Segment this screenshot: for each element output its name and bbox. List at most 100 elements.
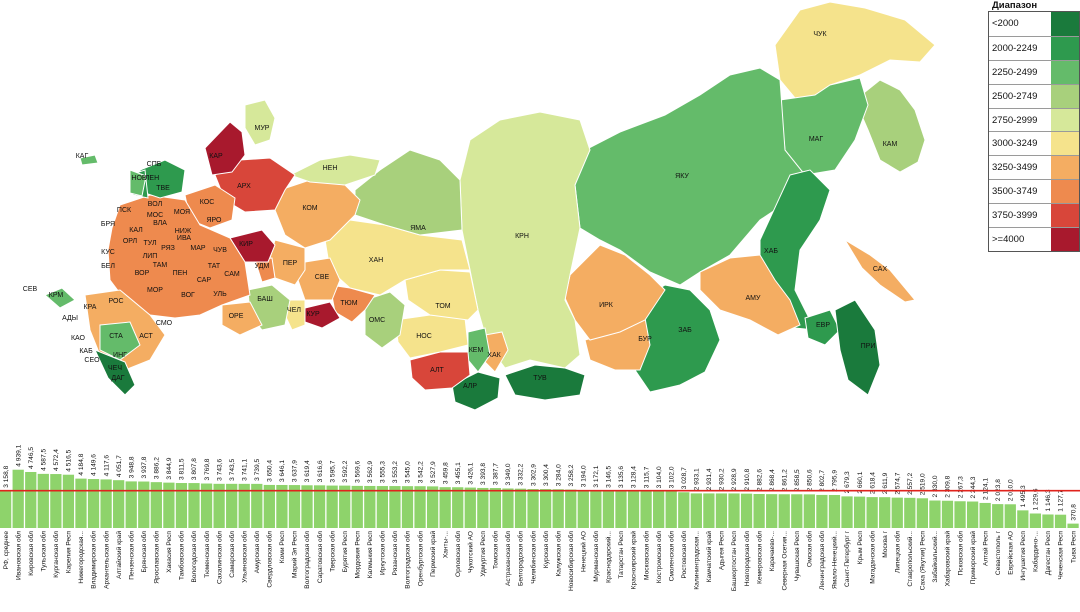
bar-value-label: 2 330,0 [932,475,939,497]
bar-value-label: 3 527,9 [430,461,437,483]
region-label: СВЕ [315,274,330,281]
legend-item-swatch [1051,156,1079,180]
bar-category-label: Удмуртия Респ [480,531,487,577]
bar-category-label: Пермский край [429,531,437,577]
legend-item-label: 2250-2499 [989,60,1051,84]
bar-category-label: Сахалинская обл [215,531,223,584]
bar-value-label: 1 146,3 [1045,489,1052,511]
bar-category-label: Архангельская обл [102,531,110,589]
bar-value-label: 3 844,9 [166,457,173,479]
bar [778,494,790,528]
bar [590,490,602,528]
region-ore [221,301,263,336]
region-label: ЛЕН [145,175,159,182]
bar [552,489,564,528]
bar [527,489,539,528]
bar-category-label: Московская обл [642,531,650,580]
region-label: КОМ [302,205,317,212]
bar-category-label: Башкортостан Респ [731,531,738,592]
bar [62,474,75,528]
region-label: ЧУВ [213,247,227,254]
bar [929,500,941,528]
bar [288,485,301,528]
region-label: КАО [71,335,86,342]
bar-category-label: Иркутская обл [379,531,387,575]
bar [251,483,263,528]
bar-value-label: 3 028,7 [681,467,688,489]
region-label: АЛР [463,383,477,390]
bar [12,469,24,528]
bar [941,500,954,528]
region-label: НОС [416,333,432,340]
bar-category-label: Хабаровский край [944,531,952,587]
bar [678,492,690,528]
legend-item-label: 2000-2249 [989,36,1051,60]
bar-category-label: Алтайский край [115,531,123,579]
bar-category-label: Ханты-... [442,531,449,558]
region-label: ЧУК [813,31,827,38]
bar-category-label: Тыва Респ [1070,531,1077,563]
bar-category-label: РФ, среднее [3,531,10,570]
bar-category-label: Бурятия Респ [342,531,349,573]
bar-category-label: Татарстан Респ [618,531,625,579]
region-label: НИЖ [175,228,192,235]
legend-item: 2000-2249 [989,35,1079,60]
bar-category-label: Кемеровская обл [755,531,763,584]
region-kal [79,154,99,166]
legend-item: <2000 [989,12,1079,36]
legend-item: 3750-3999 [989,203,1079,228]
region-label: КАГ [76,153,89,160]
bar [791,494,803,528]
bar [803,494,815,528]
bar [464,487,476,528]
bar-category-label: Санкт-Петербург г [843,530,851,587]
bar-category-label: Камчатский край [705,531,713,583]
bar-category-label: Томская обл [492,531,500,569]
bar-value-label: 3 595,7 [329,460,336,482]
region-label: ЯМА [410,225,426,232]
bar [452,487,464,528]
bar-value-label: 3 332,2 [518,463,525,485]
bar-category-label: Ингушетия Респ [1020,531,1027,581]
bar-category-label: Белгородская обл [517,531,525,586]
bar [502,488,514,528]
bar [627,491,640,528]
region-label: ЯКУ [675,173,689,180]
bar-value-label: 3 158,8 [3,465,10,487]
region-label: КАР [209,153,223,160]
legend-item: 3000-3249 [989,131,1079,156]
region-label: РОС [108,298,123,305]
bar-value-label: 3 616,6 [317,460,324,482]
region-label: КЕМ [469,347,484,354]
bar-value-label: 2 933,1 [694,468,701,490]
bar-category-label: Курганская обл [52,531,60,578]
bar-value-label: 3 741,1 [241,459,248,481]
legend-item-label: 3250-3499 [989,156,1051,180]
bar-category-label: Калужская обл [554,531,562,577]
legend-item-label: <2000 [989,12,1051,36]
region-label: ИВА [177,235,191,242]
bar-category-label: Волгоградская обл [303,531,311,589]
bar-value-label: 4 939,1 [15,444,22,466]
legend-item-label: >=4000 [989,228,1051,251]
bar [715,493,728,528]
region-label: ВОР [135,270,150,277]
bar-value-label: 3 302,9 [530,464,537,486]
region-label: КРМ [49,292,64,299]
bar-value-label: 2 267,3 [957,476,964,498]
bar [866,497,878,528]
region-alr [451,371,501,411]
legend-item: 2250-2499 [989,59,1079,84]
region-label: ТЮМ [340,300,357,307]
bar [665,491,677,528]
bar [426,486,439,528]
bar-value-label: 2 858,5 [794,469,801,491]
bar-category-label: Самарская обл [228,531,236,578]
bar [992,504,1004,528]
bar-value-label: 3 349,0 [505,463,512,485]
region-label: УДМ [255,263,270,270]
bar-value-label: 4 051,7 [116,455,123,477]
bar-value-label: 4 149,6 [91,454,98,476]
bar-value-label: 3 146,5 [606,466,613,488]
bar-value-label: 3 555,3 [380,461,387,483]
